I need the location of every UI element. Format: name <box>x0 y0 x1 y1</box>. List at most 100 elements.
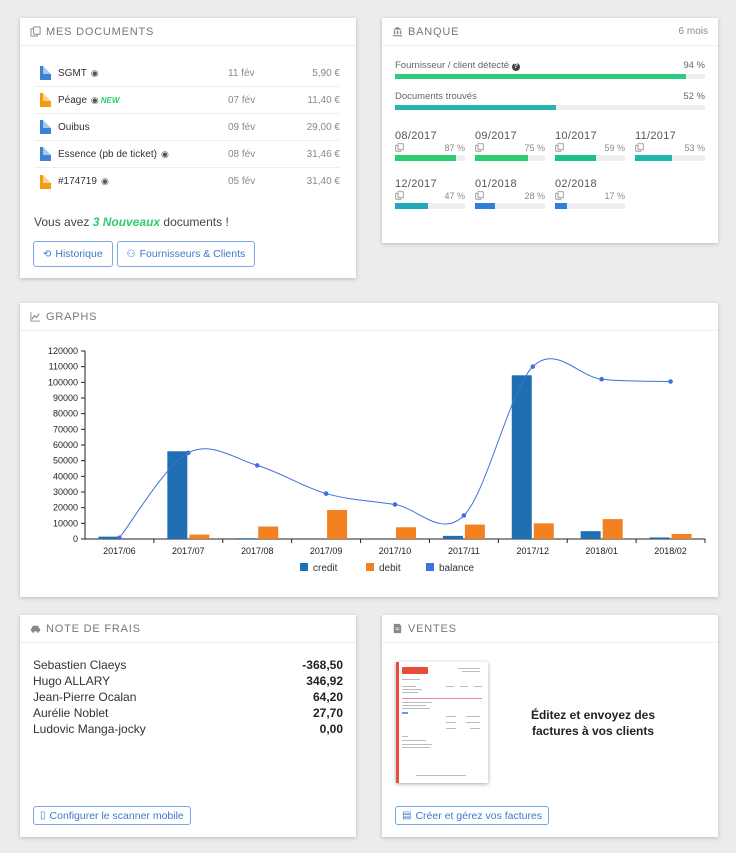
document-row[interactable]: #174719 ◉ 05 fév 31,40 € <box>34 168 340 195</box>
document-row[interactable]: Ouibus 09 fév 29,00 € <box>34 114 340 141</box>
new-badge: NEW <box>100 95 120 105</box>
document-amount: 5,90 € <box>312 67 340 79</box>
help-icon[interactable]: ? <box>511 63 520 71</box>
credit-bar <box>511 375 532 539</box>
bank-period: 6 mois <box>678 26 708 37</box>
month-progress: 09/2017 75 % <box>475 130 555 161</box>
file-icon <box>40 93 51 107</box>
document-name: Péage <box>58 94 87 106</box>
expense-row[interactable]: Ludovic Manga-jocky 0,00 <box>33 721 343 737</box>
credit-bar <box>167 451 188 539</box>
balance-point <box>668 379 673 384</box>
month-progress: 10/2017 59 % <box>555 130 635 161</box>
y-tick-label: 110000 <box>49 362 78 372</box>
balance-point <box>392 502 398 507</box>
new-documents-message: Vous avez 3 Nouveaux documents ! <box>34 215 356 229</box>
documents-list: SGMT ◉ 11 fév 5,90 € Péage ◉ NEW 07 fév 11,40 € O… <box>34 60 340 195</box>
suppliers-clients-button[interactable]: ⚇ Fournisseurs & Clients <box>116 241 256 267</box>
expense-balance: 0,00 <box>319 722 343 736</box>
month-bar <box>395 203 465 209</box>
month-bar-fill <box>475 203 495 209</box>
y-tick-label: 30000 <box>53 487 78 497</box>
debit-bar <box>189 534 210 539</box>
users-icon: ⚇ <box>126 248 136 260</box>
expense-balance: 64,20 <box>312 690 343 704</box>
legend-swatch-balance <box>426 563 434 571</box>
history-button[interactable]: ⟲ Historique <box>33 241 113 267</box>
x-tick-label: 2017/11 <box>448 546 480 556</box>
document-name: SGMT <box>58 67 87 79</box>
balance-point <box>323 491 329 496</box>
file-icon <box>40 66 51 80</box>
month-progress: 08/2017 87 % <box>395 130 475 161</box>
x-tick-label: 2017/06 <box>103 546 136 556</box>
balance-line <box>119 358 671 539</box>
document-amount: 31,40 € <box>306 176 340 187</box>
document-amount: 11,40 € <box>307 94 340 106</box>
notes-title: NOTE DE FRAIS <box>46 622 141 635</box>
copy-icon <box>30 26 41 37</box>
month-label: 11/2017 <box>635 130 677 142</box>
y-tick-label: 20000 <box>53 503 78 513</box>
legend-label-debit: debit <box>379 563 401 574</box>
month-bar <box>555 203 625 209</box>
expense-row[interactable]: Sebastien Claeys -368,50 <box>33 657 343 673</box>
month-bar-fill <box>395 203 428 209</box>
credit-bar <box>580 531 601 539</box>
legend-swatch-debit <box>366 563 374 571</box>
month-bar <box>475 155 545 161</box>
month-progress: 02/2018 17 % <box>555 178 635 209</box>
month-pct: 47 % <box>444 191 465 201</box>
suppliers-button-label: Fournisseurs & Clients <box>139 248 246 260</box>
expense-row[interactable]: Hugo ALLARY 346,92 <box>33 673 343 689</box>
month-bar-fill <box>475 155 528 161</box>
document-date: 11 fév <box>228 67 255 79</box>
expense-row[interactable]: Jean-Pierre Ocalan 64,20 <box>33 689 343 705</box>
camera-icon: ◉ <box>90 94 99 105</box>
month-pct: 53 % <box>684 143 705 153</box>
debit-bar <box>258 526 279 539</box>
x-tick-label: 2018/01 <box>585 546 618 556</box>
message-prefix: Vous avez <box>34 215 93 229</box>
month-bar <box>555 155 625 161</box>
month-progress: 01/2018 28 % <box>475 178 555 209</box>
month-pct: 59 % <box>604 143 625 153</box>
expense-row[interactable]: Aurélie Noblet 27,70 <box>33 705 343 721</box>
document-amount: 29,00 € <box>306 121 340 133</box>
employee-name: Sebastien Claeys <box>33 658 127 672</box>
copy-icon <box>475 143 484 152</box>
copy-icon <box>555 143 564 152</box>
invoice-icon: ▤ <box>402 810 412 821</box>
balance-point <box>530 364 536 369</box>
month-label: 01/2018 <box>475 178 517 190</box>
camera-icon: ◉ <box>160 148 169 159</box>
legend-label-credit: credit <box>313 563 338 574</box>
debit-bar <box>602 519 623 539</box>
month-bar <box>475 203 545 209</box>
employee-name: Aurélie Noblet <box>33 706 109 720</box>
found-pct: 52 % <box>683 91 705 102</box>
found-label: Documents trouvés <box>395 91 477 102</box>
copy-icon <box>475 191 484 200</box>
document-row[interactable]: Essence (pb de ticket) ◉ 08 fév 31,46 € <box>34 141 340 168</box>
file-icon <box>40 120 51 134</box>
document-date: 07 fév <box>228 94 256 106</box>
copy-icon <box>395 191 404 200</box>
balance-point <box>461 513 467 518</box>
history-button-label: Historique <box>55 248 103 260</box>
configure-scanner-label: Configurer le scanner mobile <box>49 809 184 822</box>
x-tick-label: 2017/12 <box>517 546 550 556</box>
month-pct: 87 % <box>444 143 465 153</box>
line-chart-icon <box>30 311 41 322</box>
document-name: Essence (pb de ticket) <box>58 148 157 160</box>
graphs-header: GRAPHS <box>20 303 718 331</box>
sales-header: VENTES <box>382 615 718 643</box>
credit-bar <box>649 537 670 539</box>
month-progress: 11/2017 53 % <box>635 130 715 161</box>
document-row[interactable]: SGMT ◉ 11 fév 5,90 € <box>34 60 340 87</box>
month-label: 10/2017 <box>555 130 597 142</box>
configure-scanner-button[interactable]: ▯ Configurer le scanner mobile <box>33 806 191 825</box>
document-row[interactable]: Péage ◉ NEW 07 fév 11,40 € <box>34 87 340 114</box>
file-icon <box>40 147 51 161</box>
create-invoices-button[interactable]: ▤ Créer et gérez vos factures <box>395 806 550 825</box>
